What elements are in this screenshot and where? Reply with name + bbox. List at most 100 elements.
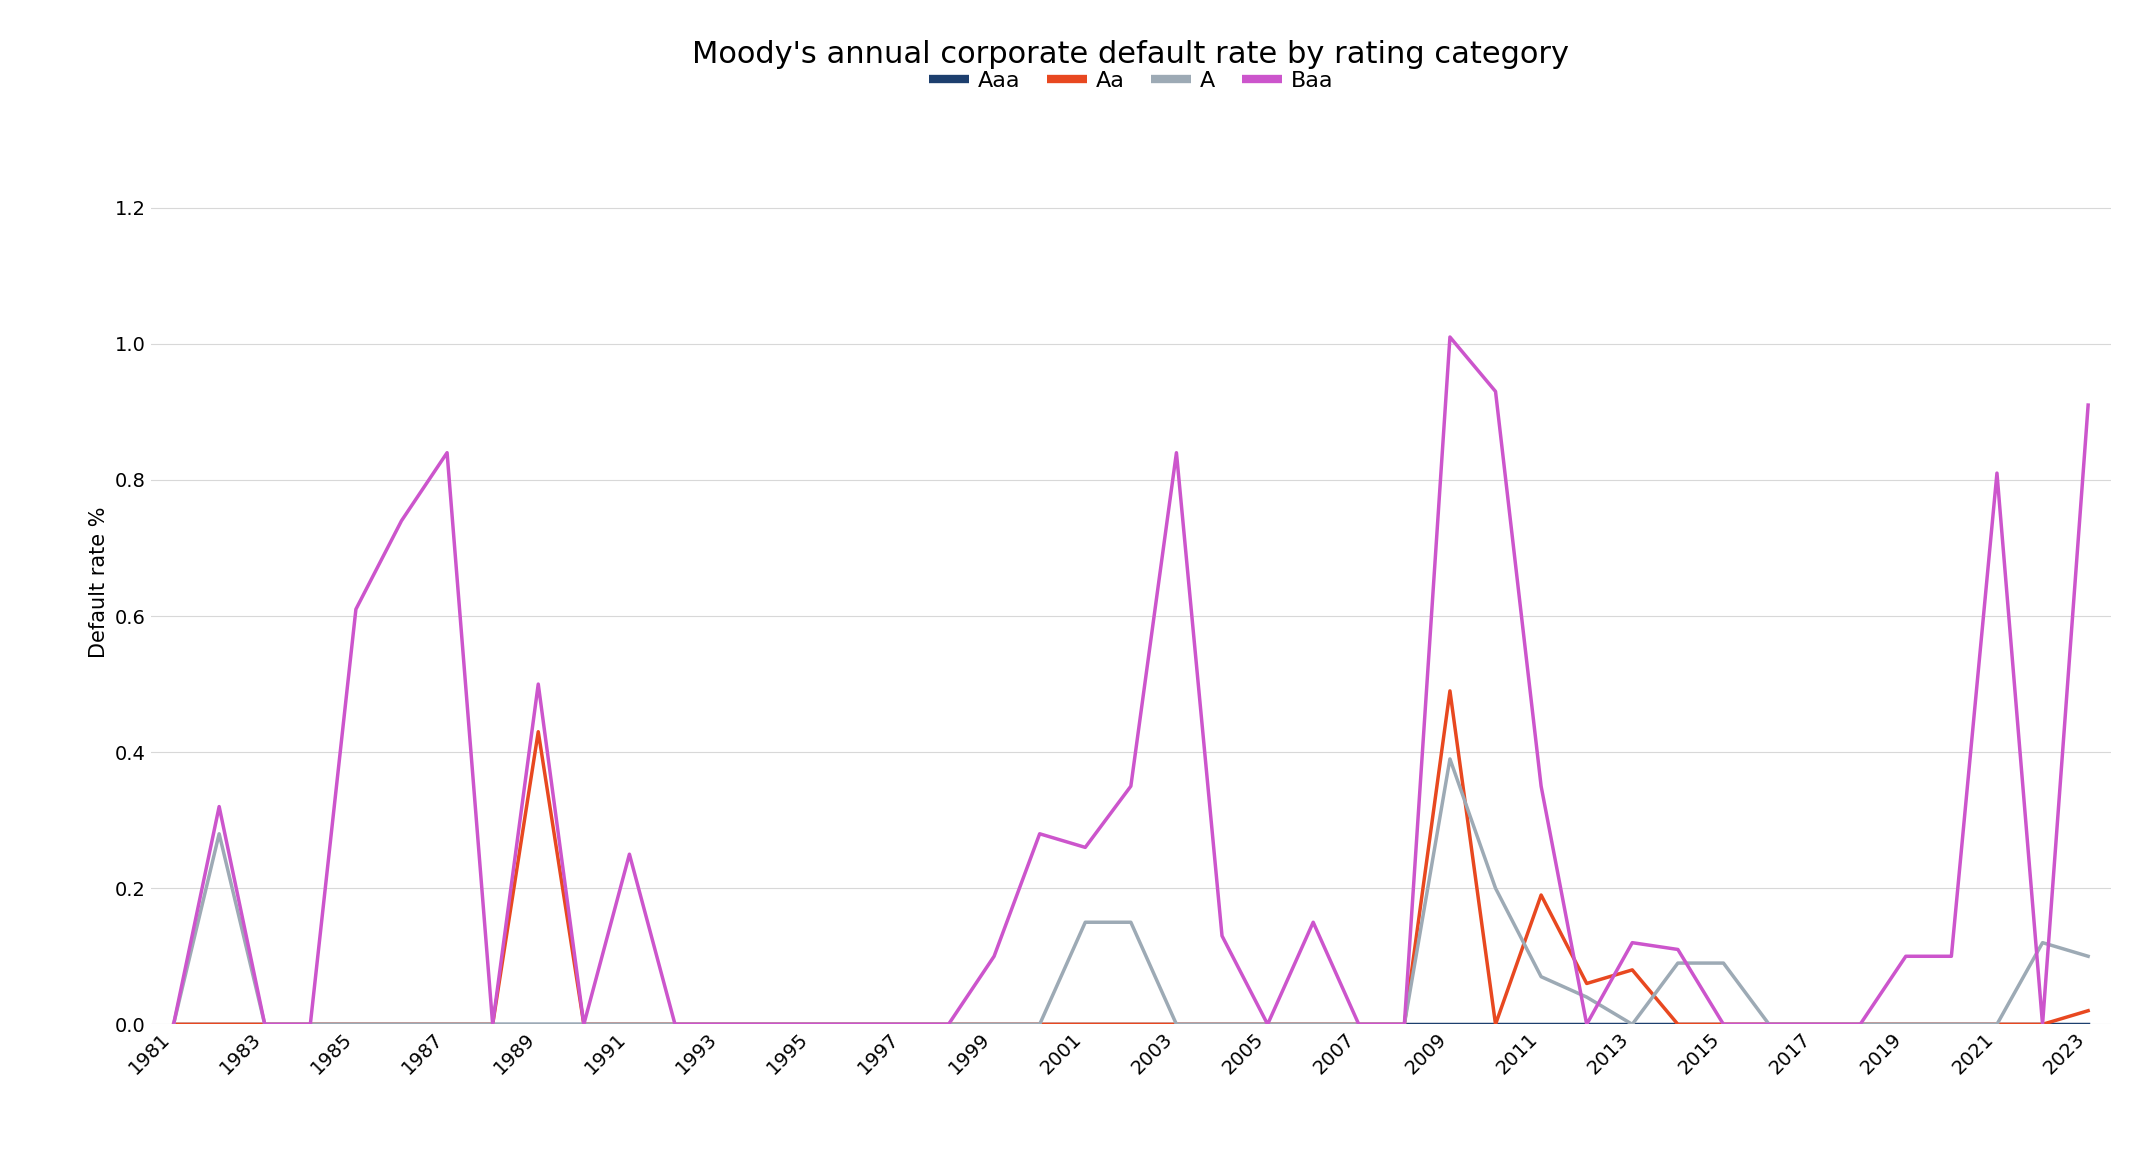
Baa <box>571 1017 597 1031</box>
Baa <box>1527 779 1553 793</box>
Aaa <box>1163 1017 1189 1031</box>
Aa <box>1482 1017 1508 1031</box>
Aa <box>1346 1017 1372 1031</box>
A <box>1984 1017 2010 1031</box>
Baa <box>890 1017 915 1031</box>
Baa <box>1391 1017 1417 1031</box>
Aaa <box>571 1017 597 1031</box>
A <box>1437 752 1463 766</box>
A <box>1254 1017 1279 1031</box>
Aa <box>1710 1017 1736 1031</box>
A <box>297 1017 323 1031</box>
Baa <box>207 800 233 814</box>
Aaa <box>207 1017 233 1031</box>
Baa <box>1482 384 1508 398</box>
Aa <box>1254 1017 1279 1031</box>
Aa <box>1163 1017 1189 1031</box>
Aa <box>754 1017 780 1031</box>
Aa <box>1073 1017 1099 1031</box>
Aaa <box>1391 1017 1417 1031</box>
Aaa <box>1254 1017 1279 1031</box>
Line: Aa: Aa <box>174 691 2087 1024</box>
A <box>1527 970 1553 984</box>
Baa <box>1848 1017 1874 1031</box>
Aa <box>1575 977 1600 991</box>
Aa <box>1848 1017 1874 1031</box>
Aaa <box>1984 1017 2010 1031</box>
Baa <box>661 1017 687 1031</box>
Aaa <box>982 1017 1008 1031</box>
Aa <box>1437 684 1463 698</box>
Aaa <box>388 1017 414 1031</box>
Aa <box>297 1017 323 1031</box>
Baa <box>342 602 368 616</box>
Baa <box>1710 1017 1736 1031</box>
A <box>1163 1017 1189 1031</box>
Aaa <box>162 1017 187 1031</box>
A <box>2029 936 2055 950</box>
Baa <box>480 1017 506 1031</box>
A <box>1848 1017 1874 1031</box>
Aaa <box>1346 1017 1372 1031</box>
Aa <box>982 1017 1008 1031</box>
Aa <box>480 1017 506 1031</box>
A <box>1801 1017 1827 1031</box>
Aaa <box>1301 1017 1327 1031</box>
Baa <box>709 1017 735 1031</box>
A <box>844 1017 870 1031</box>
Aa <box>526 725 551 739</box>
Aaa <box>252 1017 278 1031</box>
Baa <box>1163 446 1189 460</box>
Baa <box>526 677 551 691</box>
Aa <box>935 1017 961 1031</box>
Aaa <box>526 1017 551 1031</box>
Baa <box>2029 1017 2055 1031</box>
A <box>342 1017 368 1031</box>
Baa <box>1118 779 1144 793</box>
Baa <box>388 513 414 527</box>
Aaa <box>754 1017 780 1031</box>
Baa <box>1346 1017 1372 1031</box>
Aaa <box>661 1017 687 1031</box>
Aa <box>890 1017 915 1031</box>
Baa <box>297 1017 323 1031</box>
Line: A: A <box>174 759 2087 1024</box>
A <box>1756 1017 1781 1031</box>
Aaa <box>1575 1017 1600 1031</box>
Baa <box>1208 929 1234 943</box>
A <box>1391 1017 1417 1031</box>
A <box>1118 915 1144 929</box>
Baa <box>435 446 461 460</box>
A <box>480 1017 506 1031</box>
Aa <box>435 1017 461 1031</box>
Aaa <box>1756 1017 1781 1031</box>
A <box>1893 1017 1919 1031</box>
Line: Baa: Baa <box>174 338 2087 1024</box>
Aa <box>799 1017 825 1031</box>
A <box>1346 1017 1372 1031</box>
A <box>661 1017 687 1031</box>
Aa <box>252 1017 278 1031</box>
Aaa <box>1118 1017 1144 1031</box>
Legend: Aaa, Aa, A, Baa: Aaa, Aa, A, Baa <box>920 63 1342 100</box>
Baa <box>252 1017 278 1031</box>
Aa <box>1301 1017 1327 1031</box>
Aaa <box>890 1017 915 1031</box>
Aa <box>2029 1017 2055 1031</box>
Aa <box>1620 963 1646 977</box>
Aaa <box>1527 1017 1553 1031</box>
A <box>207 826 233 840</box>
Aaa <box>342 1017 368 1031</box>
Aa <box>1756 1017 1781 1031</box>
A <box>890 1017 915 1031</box>
A <box>388 1017 414 1031</box>
Baa <box>1984 466 2010 480</box>
Aaa <box>1437 1017 1463 1031</box>
Baa <box>1437 331 1463 345</box>
Aa <box>844 1017 870 1031</box>
A <box>252 1017 278 1031</box>
A <box>799 1017 825 1031</box>
Aaa <box>709 1017 735 1031</box>
A <box>571 1017 597 1031</box>
Aa <box>1801 1017 1827 1031</box>
